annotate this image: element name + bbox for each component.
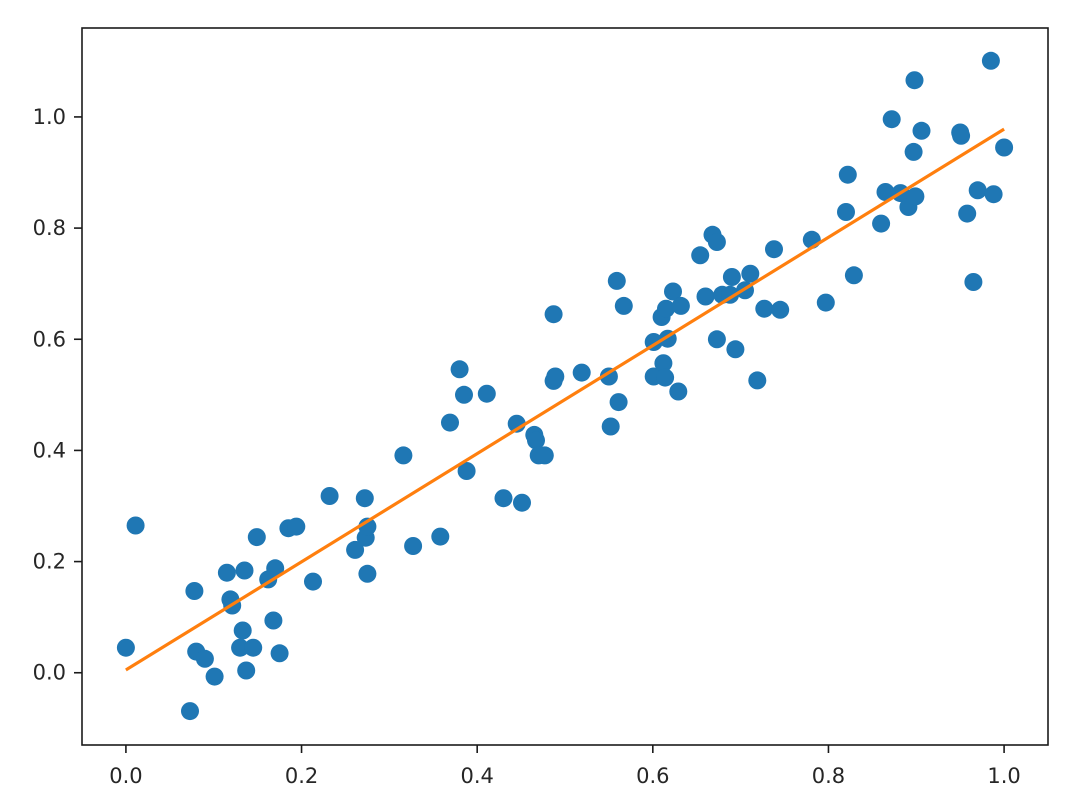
scatter-point: [599, 367, 618, 386]
scatter-point: [235, 561, 254, 580]
scatter-point: [664, 282, 682, 301]
y-tick-label: 0.0: [33, 661, 66, 685]
x-tick-label: 0.0: [109, 764, 142, 788]
scatter-point: [431, 527, 450, 546]
scatter-point: [905, 71, 924, 90]
x-tick-label: 0.6: [636, 764, 669, 788]
scatter-point: [671, 296, 690, 315]
x-tick-label: 0.2: [285, 764, 318, 788]
scatter-point: [455, 385, 473, 404]
scatter-point: [707, 233, 726, 251]
scatter-point: [394, 446, 413, 465]
scatter-point: [607, 271, 626, 290]
scatter-point: [984, 185, 1003, 204]
scatter-point: [535, 446, 554, 465]
scatter-point: [320, 487, 339, 505]
x-tick-label: 1.0: [987, 764, 1020, 788]
scatter-point: [544, 305, 563, 324]
scatter-point: [837, 203, 855, 221]
scatter-point: [654, 354, 673, 373]
scatter-point: [195, 649, 214, 668]
scatter-point: [116, 638, 135, 657]
scatter-point: [185, 582, 204, 600]
scatter-point: [748, 371, 767, 390]
scatter-point: [404, 537, 423, 555]
scatter-point: [233, 621, 252, 640]
scatter-point: [614, 296, 633, 315]
x-tick-label: 0.8: [812, 764, 845, 788]
scatter-point: [741, 264, 760, 283]
scatter-point: [904, 142, 923, 161]
scatter-point: [450, 360, 469, 379]
scatter-point: [765, 240, 783, 259]
scatter-point: [906, 187, 925, 206]
scatter-point: [912, 121, 931, 140]
scatter-point: [726, 340, 745, 359]
x-axis-ticks: 0.0 0.2 0.4 0.6 0.8 1.0: [109, 745, 1021, 788]
scatter-points: [116, 51, 1014, 721]
fit-line: [125, 127, 1005, 672]
scatter-point: [126, 516, 145, 535]
scatter-point: [355, 489, 374, 508]
scatter-point: [696, 287, 715, 306]
scatter-point: [527, 431, 545, 450]
scatter-point: [205, 667, 224, 686]
scatter-point: [981, 51, 1000, 70]
scatter-point: [844, 266, 863, 285]
axes-frame: [81, 27, 1049, 746]
scatter-point: [707, 330, 726, 349]
scatter-point: [266, 559, 285, 578]
scatter-point: [838, 165, 857, 184]
scatter-point: [968, 181, 987, 200]
y-tick-label: 0.6: [33, 327, 66, 351]
scatter-point: [722, 268, 741, 286]
scatter-point: [882, 110, 901, 129]
y-tick-label: 0.8: [33, 216, 66, 240]
scatter-point: [656, 368, 675, 387]
scatter-point: [237, 661, 256, 680]
scatter-point: [244, 638, 263, 657]
scatter-point: [264, 611, 283, 630]
y-axis-ticks: 0.0 0.2 0.4 0.6 0.8 1.0: [33, 105, 82, 685]
scatter-point: [816, 293, 835, 312]
scatter-point: [346, 540, 365, 559]
scatter-point: [287, 517, 306, 536]
scatter-point: [872, 214, 891, 233]
scatter-point: [441, 413, 459, 432]
scatter-point: [609, 393, 628, 412]
scatter-point: [964, 273, 983, 291]
scatter-point: [358, 564, 377, 583]
scatter-point: [657, 299, 675, 318]
y-tick-label: 0.2: [33, 550, 66, 574]
scatter-point: [572, 363, 591, 382]
scatter-point: [755, 299, 774, 318]
y-tick-label: 0.4: [33, 438, 66, 462]
scatter-point: [231, 638, 250, 657]
scatter-point: [304, 572, 322, 591]
scatter-point: [247, 528, 266, 547]
scatter-point: [546, 367, 565, 386]
x-tick-label: 0.4: [460, 764, 493, 788]
scatter-point: [358, 517, 377, 536]
y-tick-label: 1.0: [33, 105, 66, 129]
scatter-point: [771, 300, 790, 319]
scatter-point: [181, 702, 199, 721]
scatter-point: [876, 183, 895, 201]
scatter-point: [217, 563, 236, 582]
scatter-point: [995, 138, 1014, 157]
scatter-point: [669, 382, 688, 401]
scatter-point: [958, 204, 977, 223]
scatter-point: [601, 417, 620, 436]
fit-line-layer: [125, 127, 1005, 672]
scatter-point: [270, 644, 289, 663]
scatter-point: [513, 493, 531, 512]
scatter-point: [952, 126, 971, 145]
scatter-point: [457, 462, 476, 480]
scatter-point: [477, 384, 496, 403]
scatter-point: [494, 489, 513, 508]
scatter-point: [691, 246, 710, 265]
